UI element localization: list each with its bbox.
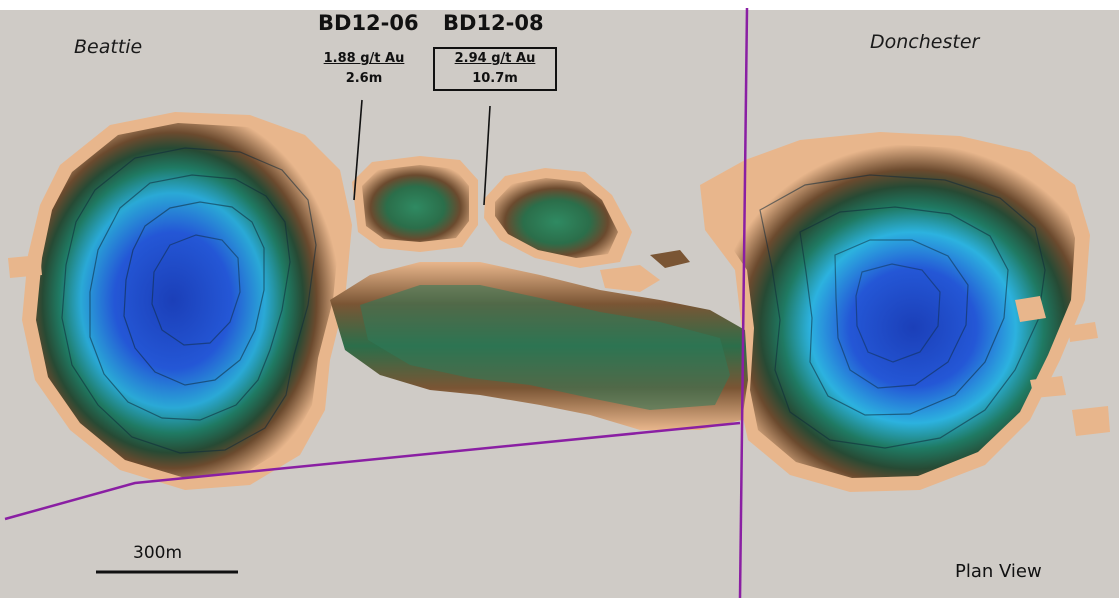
region-label-beattie: Beattie [74,36,143,58]
assay-length-bd12-08: 10.7m [472,71,518,86]
scale-bar-label: 300m [133,543,183,563]
leader-lines [353,99,491,206]
satellite-pit-bd12-08 [484,168,632,268]
claim-boundary-lines [4,7,749,598]
beattie-pit [22,112,352,490]
donchester-pit [700,132,1090,492]
hole-id-bd12-08: BD12-08 [443,11,544,35]
assay-grade-bd12-06: 1.88 g/t Au [323,51,405,66]
assay-bd12-06: 1.88 g/t Au 2.6m [318,49,410,89]
assay-length-bd12-06: 2.6m [345,71,383,86]
hole-id-bd12-06: BD12-06 [318,11,419,35]
central-connecting-zone [8,250,1110,436]
satellite-pit-bd12-06 [352,156,478,252]
assay-grade-bd12-08: 2.94 g/t Au [454,51,536,66]
plan-view-label: Plan View [955,561,1042,582]
region-label-donchester: Donchester [870,31,980,53]
assay-bd12-08: 2.94 g/t Au 10.7m [433,47,557,91]
top-band [0,0,1119,10]
